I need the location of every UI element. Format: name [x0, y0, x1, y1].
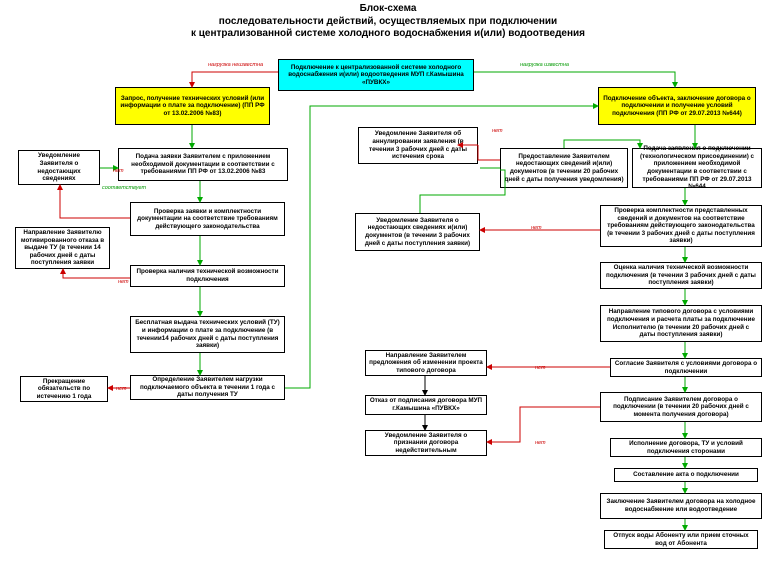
node-l-submit: Подача заявки Заявителем с приложением н…	[118, 148, 288, 181]
node-r-act: Составление акта о подключении	[614, 468, 758, 482]
label-no-1: нет	[113, 168, 124, 174]
label-no-4: нет	[492, 128, 503, 134]
node-r-exec: Исполнение договора, ТУ и условий подклю…	[610, 438, 762, 457]
node-right-yellow: Подключение объекта, заключение договора…	[598, 87, 756, 125]
label-no-7: нет	[535, 440, 546, 446]
label-no-2: нет	[118, 279, 129, 285]
label-no-3: нет	[116, 386, 127, 392]
node-m-cancel: Уведомление Заявителя об аннулировании з…	[358, 127, 478, 164]
node-l-check: Проверка заявки и комплектности документ…	[130, 202, 285, 236]
node-r-final: Заключение Заявителем договора на холодн…	[600, 493, 762, 519]
title-line-3: к централизованной системе холодного вод…	[30, 28, 746, 41]
node-l-refuse: Направление Заявителю мотивированного от…	[15, 227, 110, 269]
node-m-void: Уведомление Заявителя о признании догово…	[365, 430, 487, 456]
node-m-change: Направление Заявителем предложения об из…	[365, 350, 487, 376]
node-r-provide: Предоставление Заявителем недостающих св…	[500, 148, 628, 188]
label-unknown-load: нагрузка неизвестна	[208, 62, 263, 68]
node-l-stop: Прекращение обязательств по истечению 1 …	[20, 376, 108, 402]
node-r-check: Проверка комплектности представленных св…	[600, 205, 762, 247]
node-root: Подключение к централизованной системе х…	[278, 59, 474, 91]
node-r-eval: Оценка наличия технической возможности п…	[600, 262, 762, 289]
title-line-2: последовательности действий, осуществляе…	[30, 16, 746, 29]
node-r-submit: Подача заявления о подключении (технолог…	[632, 148, 762, 188]
node-m-missing: Уведомление Заявителя о недостающих свед…	[355, 213, 480, 251]
node-l-notify: Уведомление Заявителя о недостающих свед…	[18, 150, 100, 185]
node-l-tech: Проверка наличия технической возможности…	[130, 265, 285, 287]
node-r-release: Отпуск воды Абоненту или прием сточных в…	[604, 530, 758, 549]
node-m-refusesign: Отказ от подписания договора МУП г.Камыш…	[365, 395, 487, 415]
node-r-agree: Согласие Заявителя с условиями договора …	[610, 358, 762, 377]
title-line-1: Блок-схема	[30, 3, 746, 16]
label-known-load: нагрузка известна	[520, 62, 569, 68]
label-match-1: соответствует	[102, 185, 146, 191]
label-no-5: нет	[531, 225, 542, 231]
node-r-typical: Направление типового договора с условиям…	[600, 305, 762, 342]
label-no-6: нет	[535, 365, 546, 371]
node-r-sign: Подписание Заявителем договора о подключ…	[600, 392, 762, 422]
diagram-title: Блок-схема последовательности действий, …	[0, 0, 776, 43]
node-left-yellow: Запрос, получение технических условий (и…	[115, 87, 270, 125]
node-l-define: Определение Заявителем нагрузки подключа…	[130, 375, 285, 400]
node-l-free: Бесплатная выдача технических условий (Т…	[130, 316, 285, 353]
